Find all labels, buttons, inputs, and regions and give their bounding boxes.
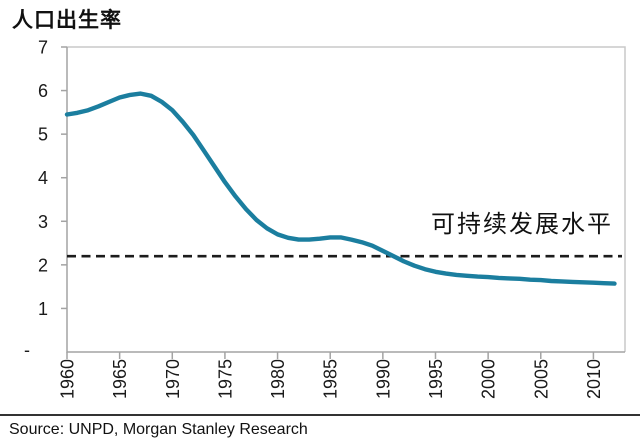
y-axis-tick-label: 3 <box>38 212 48 232</box>
threshold-annotation: 可持续发展水平 <box>431 211 613 238</box>
x-axis-tick-label: 2010 <box>584 359 604 399</box>
x-axis-tick-label: 1985 <box>321 359 341 399</box>
y-axis-tick-label: 5 <box>38 125 48 145</box>
axis-lines <box>66 47 625 353</box>
x-axis-tick-label: 1980 <box>268 359 288 399</box>
x-axis-tick-label: 1970 <box>163 359 183 399</box>
y-axis-tick-label: 2 <box>38 255 48 275</box>
x-axis-tick-label: 1965 <box>110 359 130 399</box>
plot-frame <box>67 46 626 352</box>
x-axis-tick-label: 1975 <box>215 359 235 399</box>
footer-divider <box>0 414 640 416</box>
x-axis-tick-label: 1960 <box>58 359 78 399</box>
series-birth-rate <box>64 91 617 286</box>
chart-title: 人口出生率 <box>12 9 122 32</box>
y-axis-tick-label: 4 <box>38 168 48 188</box>
y-axis-tick-label: 1 <box>38 299 48 319</box>
x-axis-tick-label: 2000 <box>479 359 499 399</box>
y-axis-zero-label: - <box>24 340 30 360</box>
x-axis-tick-label: 2005 <box>531 359 551 399</box>
source-text: Source: UNPD, Morgan Stanley Research <box>9 421 308 438</box>
y-axis-tick-label: 6 <box>38 81 48 101</box>
x-axis-tick-label: 1990 <box>373 359 393 399</box>
y-axis-tick-label: 7 <box>38 38 48 58</box>
x-axis-tick-label: 1995 <box>426 359 446 399</box>
